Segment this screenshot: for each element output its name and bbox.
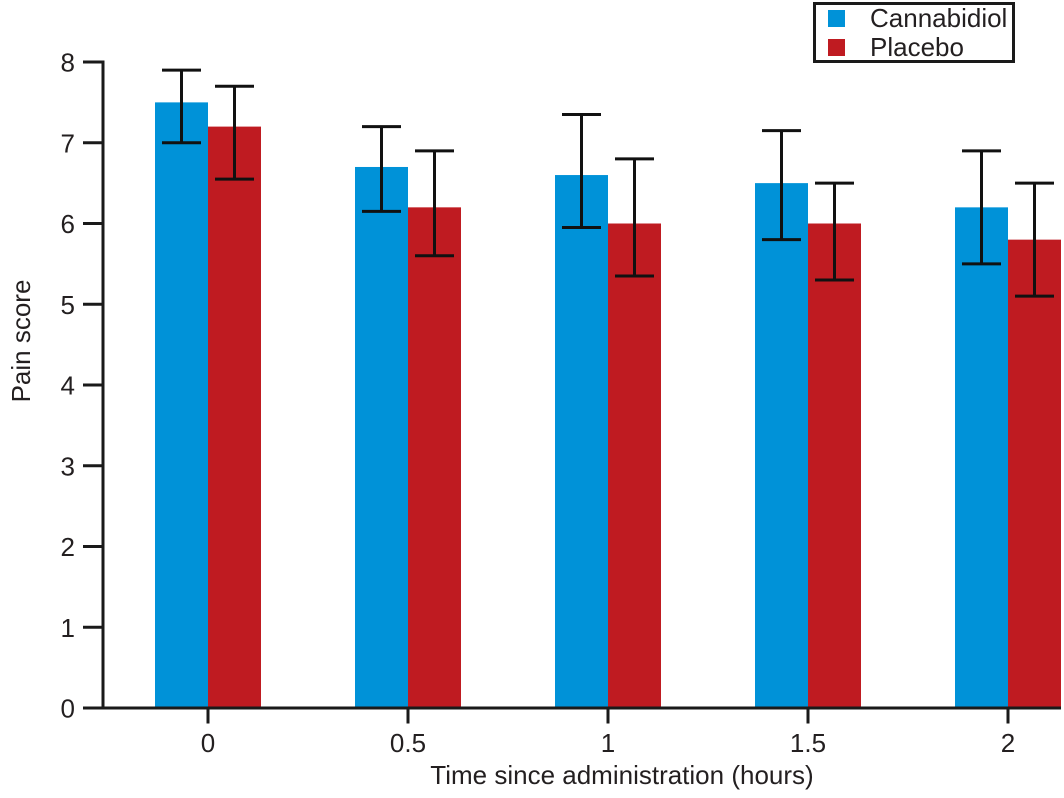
bar-placebo-1 [608,223,661,708]
bar-cannabidiol-2 [955,207,1008,708]
x-tick-label: 2 [1001,728,1015,758]
bar-placebo-1.5 [808,223,861,708]
bar-cannabidiol-1 [555,175,608,709]
bar-cannabidiol-1.5 [755,183,808,708]
x-tick-label: 1 [601,728,615,758]
x-axis-title: Time since administration (hours) [430,760,814,790]
legend-swatch-placebo [828,38,845,56]
y-tick-label: 1 [61,613,75,643]
bar-placebo-0.5 [408,207,461,708]
y-tick-label: 3 [61,451,75,481]
legend-item-cannabidiol: Cannabidiol [828,2,1012,33]
y-tick-label: 7 [61,128,75,158]
bar-placebo-0 [208,126,261,709]
y-tick-label: 6 [61,209,75,239]
legend-label-cannabidiol: Cannabidiol [870,2,1008,33]
x-tick-label: 1.5 [790,728,826,758]
legend-swatch-cannabidiol [828,9,845,27]
legend: Cannabidiol Placebo [813,2,1015,63]
x-tick-label: 0.5 [390,728,426,758]
y-tick-label: 4 [61,371,75,401]
y-axis-title: Pain score [6,279,36,403]
bar-cannabidiol-0.5 [355,166,408,709]
x-tick-label: 0 [201,728,215,758]
y-tick-label: 8 [61,48,75,78]
bar-placebo-2 [1008,239,1061,708]
y-tick-label: 0 [61,694,75,724]
legend-item-placebo: Placebo [828,31,1012,62]
bar-cannabidiol-0 [155,102,208,708]
y-tick-label: 2 [61,532,75,562]
legend-label-placebo: Placebo [870,31,964,62]
y-tick-label: 5 [61,290,75,320]
